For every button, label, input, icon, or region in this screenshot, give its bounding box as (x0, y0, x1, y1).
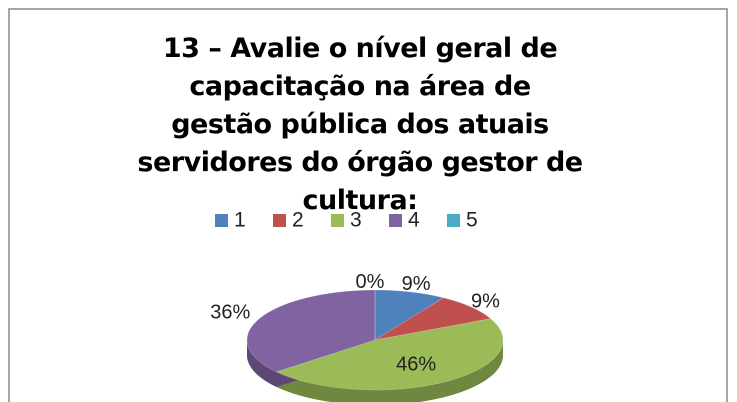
pie-side (276, 340, 503, 402)
pie-slice (275, 318, 504, 391)
data-label: 36% (210, 302, 250, 324)
chart-title: 13 – Avalie o nível geral de capacitação… (137, 33, 583, 216)
legend-label: 1 (234, 209, 246, 232)
pie-side (247, 340, 277, 387)
legend-label: 3 (350, 209, 362, 232)
data-label: 9% (471, 290, 500, 312)
data-label: 9% (402, 273, 431, 295)
pie-slice (246, 289, 376, 373)
legend-swatch (389, 214, 402, 227)
legend-swatch (447, 214, 460, 227)
legend-label: 4 (408, 209, 420, 232)
legend-swatch (215, 214, 228, 227)
data-label: 46% (396, 354, 436, 376)
legend-swatch (273, 214, 286, 227)
pie-slice (374, 297, 492, 341)
legend-swatch (331, 214, 344, 227)
chart-frame (8, 8, 728, 402)
pie-slice (374, 289, 445, 341)
legend-label: 2 (292, 209, 304, 232)
data-label: 0% (356, 271, 385, 293)
legend-label: 5 (466, 209, 478, 232)
